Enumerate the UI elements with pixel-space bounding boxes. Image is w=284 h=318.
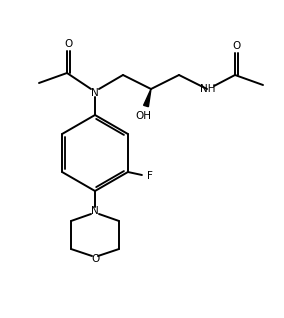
Text: NH: NH	[200, 84, 216, 94]
Text: OH: OH	[135, 111, 151, 121]
Text: N: N	[91, 206, 99, 216]
Text: F: F	[147, 171, 153, 181]
Text: O: O	[91, 254, 99, 264]
Polygon shape	[144, 89, 151, 107]
Text: O: O	[64, 39, 73, 49]
Text: N: N	[91, 88, 99, 98]
Text: O: O	[232, 41, 241, 51]
